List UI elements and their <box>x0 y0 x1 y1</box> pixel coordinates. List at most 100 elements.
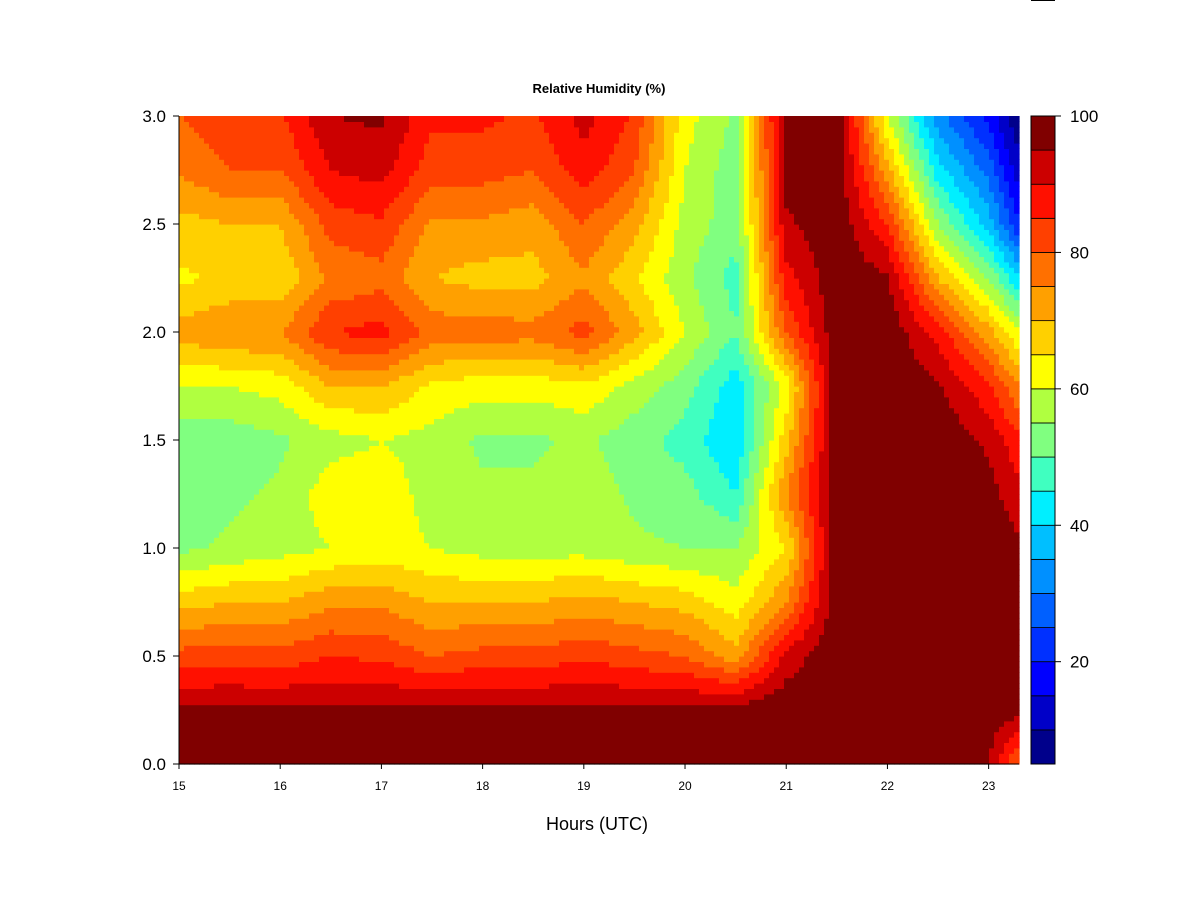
heatmap-cell <box>329 342 335 349</box>
heatmap-cell <box>374 688 380 695</box>
heatmap-cell <box>364 186 370 193</box>
heatmap-cell <box>319 396 325 403</box>
heatmap-cell <box>219 288 225 295</box>
heatmap-cell <box>209 164 215 171</box>
heatmap-cell <box>374 575 380 581</box>
heatmap-cell <box>354 413 360 419</box>
heatmap-cell <box>184 488 190 495</box>
heatmap-cell <box>259 348 265 355</box>
heatmap-cell <box>189 531 195 538</box>
heatmap-cell <box>194 251 200 257</box>
heatmap-cell <box>214 315 220 322</box>
heatmap-cell <box>234 731 240 738</box>
heatmap-cell <box>279 445 285 452</box>
heatmap-cell <box>314 575 320 581</box>
heatmap-cell <box>274 375 280 382</box>
heatmap-cell <box>184 175 190 182</box>
heatmap-cell <box>349 737 355 743</box>
heatmap-cell <box>369 704 375 711</box>
heatmap-cell <box>309 580 315 587</box>
heatmap-cell <box>314 483 320 490</box>
heatmap-cell <box>329 585 335 592</box>
heatmap-cell <box>269 272 275 279</box>
heatmap-cell <box>234 456 240 463</box>
heatmap-cell <box>309 256 315 263</box>
heatmap-cell <box>329 197 335 203</box>
heatmap-cell <box>319 197 325 203</box>
heatmap-cell <box>299 353 305 360</box>
heatmap-cell <box>354 186 360 193</box>
heatmap-cell <box>264 207 270 214</box>
heatmap-cell <box>354 731 360 738</box>
heatmap-cell <box>319 256 325 263</box>
heatmap-cell <box>359 278 365 284</box>
heatmap-cell <box>224 699 230 706</box>
heatmap-cell <box>339 504 345 511</box>
heatmap-cell <box>234 348 240 355</box>
heatmap-cell <box>199 450 205 457</box>
heatmap-cell <box>289 499 295 506</box>
heatmap-cell <box>264 531 270 538</box>
heatmap-cell <box>344 488 350 495</box>
heatmap-cell <box>209 121 215 128</box>
heatmap-cell <box>219 521 225 527</box>
heatmap-cell <box>199 623 205 630</box>
heatmap-cell <box>234 461 240 468</box>
heatmap-cell <box>249 661 255 668</box>
heatmap-cell <box>264 483 270 490</box>
heatmap-cell <box>294 288 300 295</box>
heatmap-cell <box>249 683 255 689</box>
heatmap-cell <box>354 429 360 436</box>
heatmap-cell <box>354 531 360 538</box>
heatmap-cell <box>289 375 295 382</box>
heatmap-cell <box>199 445 205 452</box>
heatmap-cell <box>304 515 310 522</box>
heatmap-cell <box>239 224 245 230</box>
heatmap-cell <box>349 504 355 511</box>
heatmap-cell <box>214 197 220 203</box>
heatmap-cell <box>299 521 305 527</box>
heatmap-cell <box>264 180 270 187</box>
heatmap-cell <box>184 710 190 716</box>
heatmap-cell <box>299 758 305 765</box>
heatmap-cell <box>384 553 390 560</box>
heatmap-cell <box>224 580 230 587</box>
heatmap-cell <box>369 202 375 209</box>
heatmap-cell <box>294 629 300 635</box>
heatmap-cell <box>289 429 295 436</box>
heatmap-cell <box>199 548 205 554</box>
heatmap-cell <box>279 629 285 635</box>
heatmap-cell <box>344 261 350 268</box>
heatmap-cell <box>329 472 335 479</box>
heatmap-cell <box>269 116 275 122</box>
heatmap-cell <box>204 656 210 662</box>
heatmap-cell <box>234 305 240 311</box>
heatmap-cell <box>329 434 335 441</box>
heatmap-cell <box>219 618 225 625</box>
heatmap-cell <box>379 391 385 398</box>
heatmap-cell <box>274 407 280 414</box>
heatmap-cell <box>274 672 280 679</box>
heatmap-cell <box>199 132 205 139</box>
heatmap-cell <box>254 332 260 338</box>
heatmap-cell <box>264 672 270 679</box>
heatmap-cell <box>199 321 205 328</box>
heatmap-cell <box>359 191 365 198</box>
heatmap-cell <box>219 261 225 268</box>
heatmap-cell <box>219 440 225 446</box>
heatmap-cell <box>234 440 240 446</box>
heatmap-cell <box>234 267 240 274</box>
heatmap-cell <box>229 180 235 187</box>
heatmap-cell <box>294 742 300 749</box>
heatmap-cell <box>319 148 325 155</box>
heatmap-cell <box>354 715 360 722</box>
heatmap-cell <box>314 364 320 371</box>
heatmap-cell <box>189 391 195 398</box>
heatmap-cell <box>279 224 285 230</box>
heatmap-cell <box>274 132 280 139</box>
heatmap-cell <box>299 207 305 214</box>
heatmap-cell <box>194 413 200 419</box>
heatmap-cell <box>369 618 375 625</box>
heatmap-cell <box>179 186 185 193</box>
heatmap-cell <box>379 137 385 144</box>
